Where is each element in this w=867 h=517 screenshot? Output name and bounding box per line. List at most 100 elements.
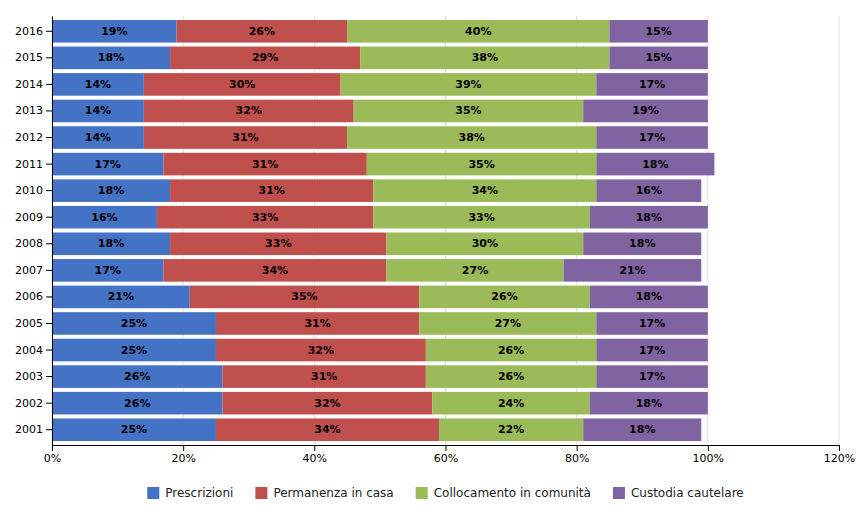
bar	[190, 286, 420, 309]
data-label: 16%	[91, 211, 117, 224]
bar	[144, 126, 347, 149]
bar-series	[564, 20, 715, 441]
tick: 2005	[15, 317, 52, 330]
tick: 2014	[15, 78, 52, 91]
bar	[426, 339, 597, 362]
data-label: 17%	[639, 78, 665, 91]
tick-mark	[46, 403, 52, 404]
data-label: 35%	[468, 158, 494, 171]
tick-mark	[46, 376, 52, 377]
legend-label: Prescrizioni	[165, 486, 233, 500]
bar	[596, 339, 707, 362]
tick: 40%	[303, 445, 327, 465]
bar	[170, 179, 373, 202]
tick-label: 0%	[44, 452, 61, 465]
legend-swatch	[416, 487, 428, 499]
legend-swatch	[147, 487, 159, 499]
bar	[52, 47, 170, 70]
bar	[596, 365, 707, 388]
bars	[52, 20, 714, 441]
legend-item: Collocamento in comunità	[416, 486, 591, 500]
tick: 2006	[15, 290, 52, 303]
data-label: 16%	[636, 184, 662, 197]
data-label: 26%	[491, 290, 517, 303]
tick-mark	[46, 296, 52, 297]
bar	[52, 286, 190, 309]
tick-label: 80%	[565, 452, 589, 465]
bar	[367, 153, 597, 176]
tick-label: 2008	[15, 237, 43, 250]
bar	[52, 153, 163, 176]
grid-line	[52, 16, 53, 445]
data-label: 26%	[249, 25, 275, 38]
data-label: 30%	[472, 237, 498, 250]
tick-mark	[577, 445, 578, 451]
data-label: 38%	[472, 51, 498, 64]
bar	[609, 20, 707, 43]
tick-label: 2011	[15, 158, 43, 171]
bar	[52, 339, 216, 362]
bar	[52, 365, 223, 388]
data-label: 19%	[101, 25, 127, 38]
data-label: 18%	[636, 290, 662, 303]
bar	[609, 47, 707, 70]
data-label: 25%	[121, 423, 147, 436]
data-label: 31%	[232, 131, 258, 144]
data-label: 30%	[229, 78, 255, 91]
tick-mark	[46, 323, 52, 324]
bar	[419, 286, 590, 309]
bar	[52, 259, 163, 282]
tick-mark	[446, 445, 447, 451]
data-labels: 19%18%14%14%14%17%18%16%18%17%21%25%25%2…	[85, 25, 672, 436]
bar	[170, 47, 360, 70]
data-label: 18%	[98, 237, 124, 250]
data-label: 19%	[632, 104, 658, 117]
tick: 2015	[15, 51, 52, 64]
bar	[223, 392, 433, 415]
data-label: 15%	[645, 51, 671, 64]
tick-mark	[839, 445, 840, 451]
data-label: 25%	[121, 344, 147, 357]
data-label: 18%	[98, 51, 124, 64]
tick-mark	[46, 84, 52, 85]
bar	[596, 126, 707, 149]
bar	[596, 312, 707, 335]
tick: 100%	[693, 445, 724, 465]
tick-label: 2004	[15, 344, 43, 357]
bar	[52, 392, 223, 415]
bar	[583, 418, 701, 441]
tick-mark	[46, 190, 52, 191]
tick-label: 2015	[15, 51, 43, 64]
data-label: 18%	[636, 211, 662, 224]
tick-label: 100%	[693, 452, 724, 465]
bar	[426, 365, 597, 388]
data-label: 14%	[85, 104, 111, 117]
bar	[373, 179, 596, 202]
data-label: 18%	[98, 184, 124, 197]
tick: 80%	[565, 445, 589, 465]
data-label: 14%	[85, 131, 111, 144]
data-label: 31%	[259, 184, 285, 197]
tick: 20%	[171, 445, 195, 465]
legend-label: Custodia cautelare	[631, 486, 744, 500]
data-label: 26%	[498, 370, 524, 383]
tick-mark	[46, 57, 52, 58]
data-label: 34%	[314, 423, 340, 436]
bar	[170, 232, 386, 255]
tick-label: 2006	[15, 290, 43, 303]
bar	[163, 153, 366, 176]
legend-item: Custodia cautelare	[613, 486, 744, 500]
bar	[583, 100, 708, 123]
data-label: 14%	[85, 78, 111, 91]
tick-label: 2003	[15, 370, 43, 383]
bar	[52, 100, 144, 123]
tick: 60%	[434, 445, 458, 465]
tick-mark	[46, 110, 52, 111]
chart: 19%18%14%14%14%17%18%16%18%17%21%25%25%2…	[0, 0, 867, 517]
legend-label: Collocamento in comunità	[434, 486, 591, 500]
bar	[386, 259, 563, 282]
tick: 2001	[15, 423, 52, 436]
bar	[52, 232, 170, 255]
data-label: 34%	[262, 264, 288, 277]
tick-mark	[46, 270, 52, 271]
